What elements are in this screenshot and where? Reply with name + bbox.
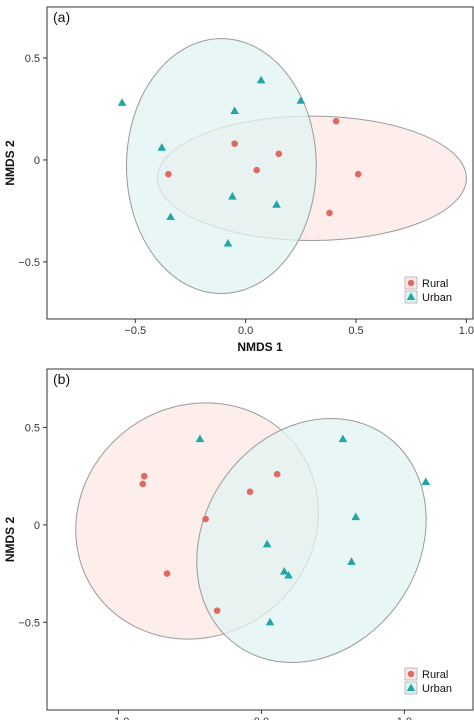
plot-border	[46, 368, 474, 711]
x-tick-label: 1.0	[397, 716, 412, 720]
y-axis-title: NMDS 2	[3, 517, 17, 563]
x-tick-label: 0.0	[254, 716, 269, 720]
ellipse-layer	[75, 402, 427, 663]
rural-point	[213, 607, 221, 614]
x-tick-label: 1.0	[459, 325, 474, 337]
urban-point	[157, 143, 167, 151]
urban-point	[284, 570, 293, 579]
legend-urban-marker	[406, 683, 416, 691]
plot-border	[46, 6, 474, 320]
urban-point	[262, 539, 272, 548]
urban-point	[338, 434, 348, 443]
legend-urban-marker	[406, 292, 416, 300]
x-tick-label: −1.0	[108, 716, 130, 720]
x-tick-label: −0.5	[124, 325, 146, 337]
legend: Rural Urban	[404, 667, 452, 695]
rural-point	[253, 166, 260, 174]
urban-point	[166, 212, 175, 221]
rural-point	[275, 150, 283, 158]
urban-point	[230, 106, 239, 114]
legend-rural-marker	[407, 670, 415, 678]
ellipse-layer	[125, 38, 467, 295]
urban-point	[280, 567, 289, 575]
legend-label: Rural	[422, 278, 448, 290]
rural-point	[202, 515, 209, 523]
legend-label: Rural	[422, 669, 448, 681]
urban-point	[228, 192, 237, 200]
legend-rural-marker	[407, 279, 415, 287]
y-tick-label: 0.5	[25, 53, 40, 65]
urban-ellipse	[196, 417, 427, 663]
panel-label: (b)	[53, 371, 70, 387]
y-tick-label: −0.5	[18, 257, 40, 269]
legend-label: Urban	[422, 683, 452, 695]
y-tick-label: 0	[34, 155, 40, 167]
urban-point	[347, 557, 356, 565]
legend-label: Urban	[422, 292, 452, 304]
x-tick-label: 0.5	[348, 325, 363, 337]
urban-point	[223, 238, 233, 247]
rural-point	[273, 470, 281, 478]
panel-a: −0.5 0.0 0.5 1.0 −0.5 0 0.5 NMDS 1 NMDS 2 (a) Rura…	[3, 6, 474, 354]
urban-point	[421, 477, 431, 486]
urban-point	[296, 96, 306, 104]
rural-point	[140, 472, 148, 480]
rural-point	[354, 170, 362, 178]
urban-ellipse	[125, 38, 317, 295]
urban-point	[265, 617, 275, 626]
y-tick-label: 0	[34, 520, 40, 532]
y-tick-label: −0.5	[18, 617, 40, 629]
x-tick-label: 0.0	[238, 325, 253, 337]
urban-point	[117, 98, 127, 106]
rural-point	[326, 209, 333, 217]
rural-point	[246, 488, 254, 496]
rural-point	[231, 140, 238, 147]
panel-label: (a)	[53, 9, 70, 25]
rural-point	[139, 480, 147, 488]
urban-point	[351, 512, 361, 521]
rural-point	[332, 117, 340, 125]
y-tick-label: 0.5	[25, 422, 40, 434]
urban-point	[272, 200, 281, 208]
urban-point	[195, 434, 205, 443]
rural-point	[163, 570, 171, 577]
urban-point	[256, 75, 266, 84]
rural-point	[165, 170, 172, 178]
legend: Rural Urban	[404, 276, 452, 304]
x-axis-title: NMDS 1	[237, 340, 283, 354]
y-axis-title: NMDS 2	[3, 140, 17, 186]
